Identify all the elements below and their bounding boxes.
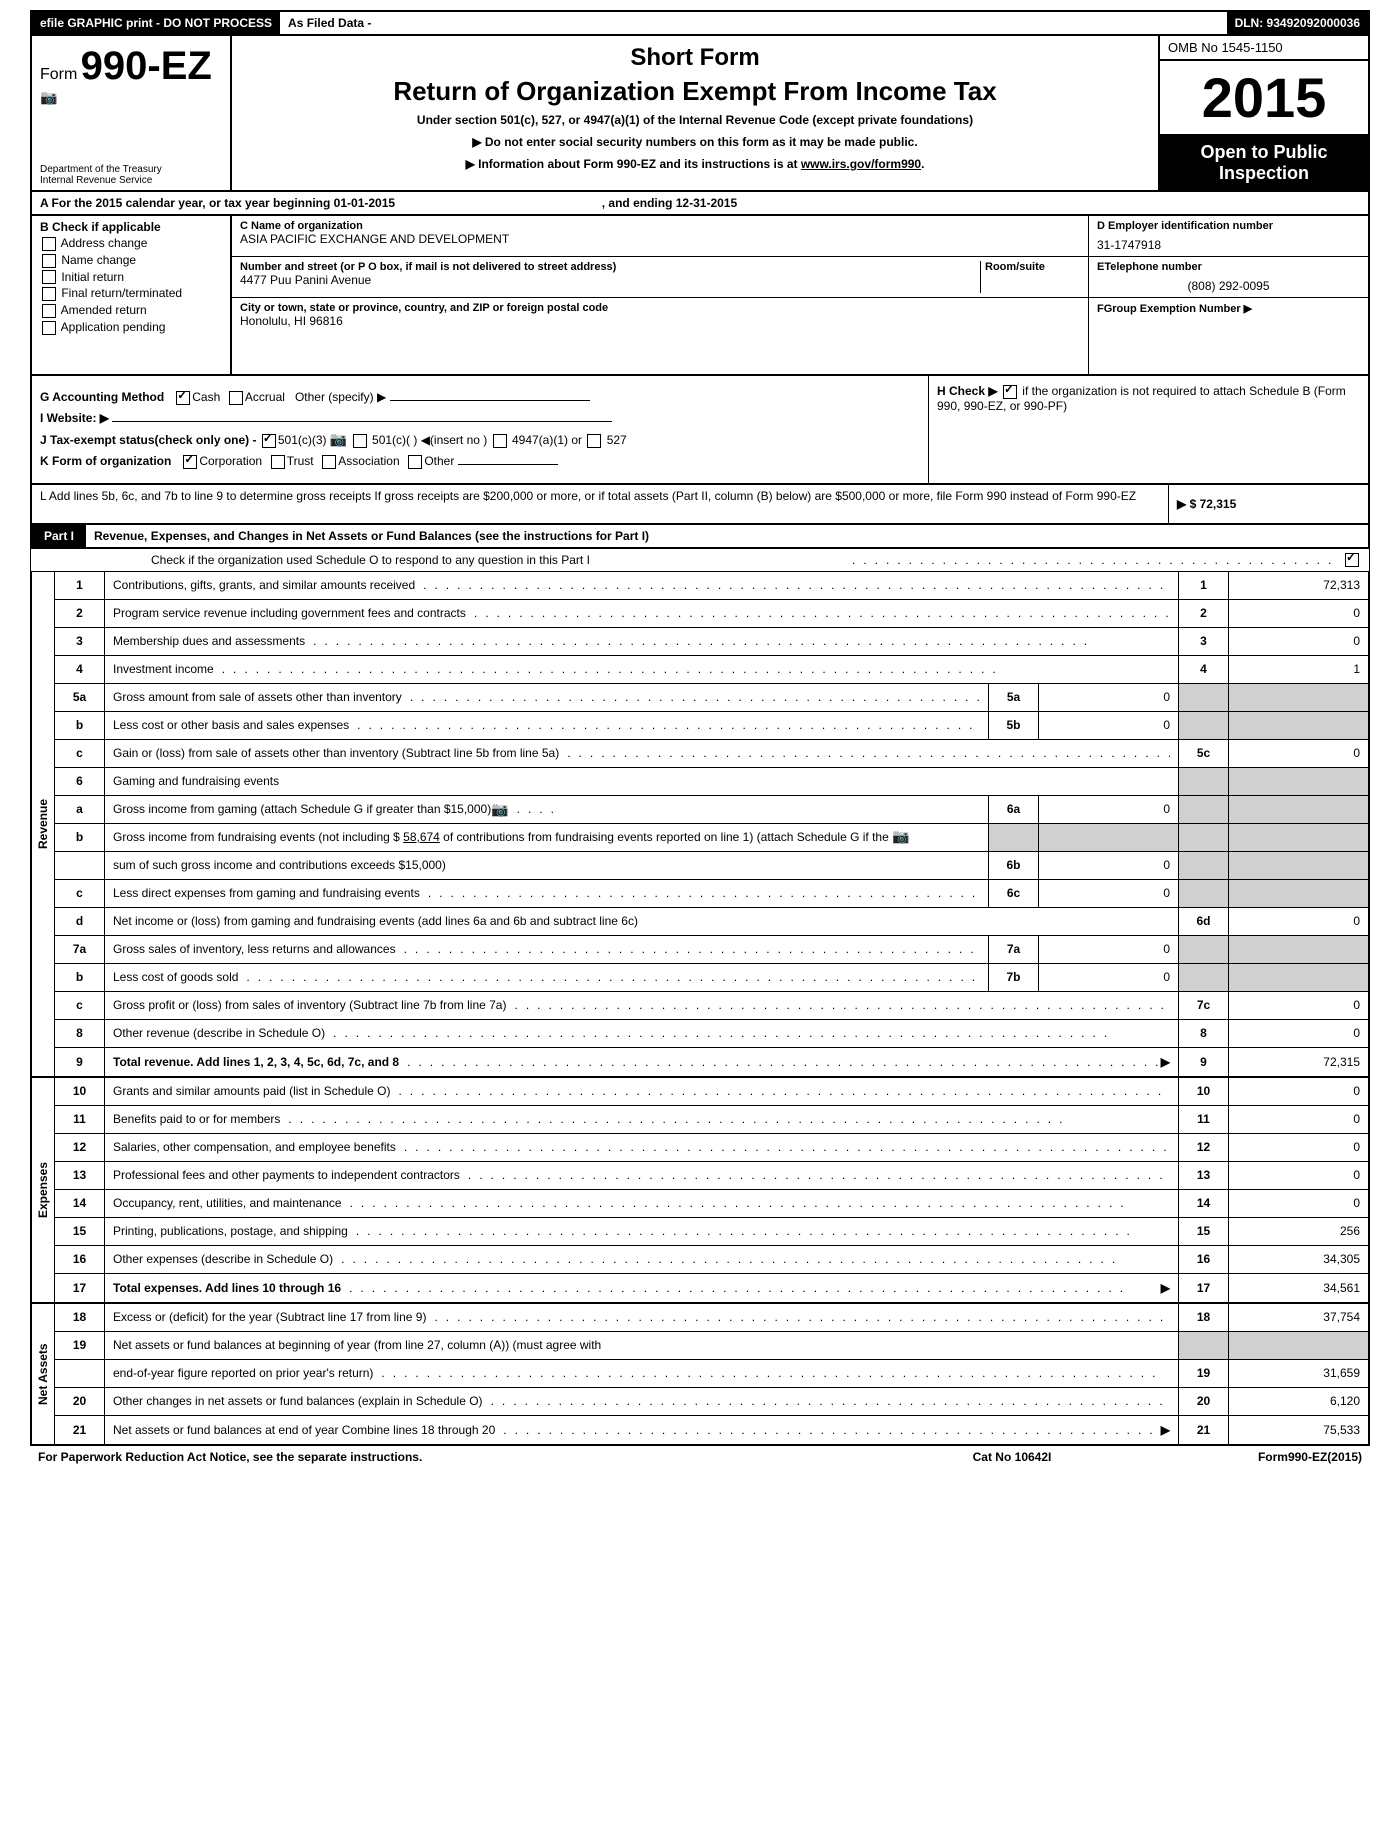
val-8: 0 [1228,1020,1368,1047]
val-2: 0 [1228,600,1368,627]
gross-receipts: ▶ $ 72,315 [1168,485,1368,523]
revenue-section: Revenue 1Contributions, gifts, grants, a… [30,572,1370,1078]
chk-4947[interactable] [493,434,507,448]
val-17: 34,561 [1228,1274,1368,1302]
val-6b: 0 [1038,852,1178,879]
chk-initial[interactable]: Initial return [40,270,222,285]
topbar-as-filed: As Filed Data - [280,12,379,34]
chk-assoc[interactable] [322,455,336,469]
part-i-header: Part I Revenue, Expenses, and Changes in… [30,525,1370,549]
val-10: 0 [1228,1078,1368,1105]
line-i: I Website: ▶ [40,411,920,425]
chk-accrual[interactable] [229,391,243,405]
val-1: 72,313 [1228,572,1368,599]
chk-amended[interactable]: Amended return [40,303,222,318]
val-18: 37,754 [1228,1304,1368,1331]
val-7a: 0 [1038,936,1178,963]
org-name: ASIA PACIFIC EXCHANGE AND DEVELOPMENT [240,232,1080,246]
val-7c: 0 [1228,992,1368,1019]
form-page: efile GRAPHIC print - DO NOT PROCESS As … [0,0,1400,1478]
line-j: J Tax-exempt status(check only one) - 50… [40,431,920,448]
omb-number: OMB No 1545-1150 [1160,36,1368,61]
val-21: 75,533 [1228,1416,1368,1444]
city: Honolulu, HI 96816 [240,314,1080,328]
other-specify[interactable] [390,400,590,401]
val-6a: 0 [1038,796,1178,823]
chk-schedule-b[interactable] [1003,385,1017,399]
chk-name[interactable]: Name change [40,253,222,268]
val-5a: 0 [1038,684,1178,711]
form-title-box: Form 990-EZ 📷 Department of the Treasury… [32,36,232,190]
val-16: 34,305 [1228,1246,1368,1273]
chk-trust[interactable] [271,455,285,469]
val-7b: 0 [1038,964,1178,991]
chk-501c[interactable] [353,434,367,448]
info-notice: ▶ Information about Form 990-EZ and its … [244,157,1146,171]
chk-address[interactable]: Address change [40,236,222,251]
header-right: OMB No 1545-1150 2015 Open to Public Ins… [1158,36,1368,190]
chk-corp[interactable] [183,455,197,469]
ssn-notice: ▶ Do not enter social security numbers o… [244,135,1146,149]
val-9: 72,315 [1228,1048,1368,1076]
chk-501c3[interactable] [262,434,276,448]
check-o: Check if the organization used Schedule … [30,549,1370,572]
line-g: G Accounting Method Cash Accrual Other (… [40,390,920,405]
chk-schedule-o[interactable] [1345,553,1359,567]
netassets-section: Net Assets 18Excess or (deficit) for the… [30,1304,1370,1446]
row-l: L Add lines 5b, 6c, and 7b to line 9 to … [30,485,1370,525]
val-5c: 0 [1228,740,1368,767]
chk-kother[interactable] [408,455,422,469]
inspection-label: Open to Public Inspection [1160,136,1368,190]
section-ghi: G Accounting Method Cash Accrual Other (… [30,376,1370,485]
val-6c: 0 [1038,880,1178,907]
ein: 31-1747918 [1097,232,1360,252]
val-15: 256 [1228,1218,1368,1245]
expenses-section: Expenses 10Grants and similar amounts pa… [30,1078,1370,1304]
val-3: 0 [1228,628,1368,655]
val-4: 1 [1228,656,1368,683]
short-form-title: Short Form [244,44,1146,72]
section-bcd: B Check if applicable Address change Nam… [30,216,1370,376]
col-b: B Check if applicable Address change Nam… [32,216,232,374]
form-label: Form [40,66,77,83]
val-19: 31,659 [1228,1360,1368,1387]
val-6d: 0 [1228,908,1368,935]
header-center: Short Form Return of Organization Exempt… [232,36,1158,190]
return-title: Return of Organization Exempt From Incom… [244,76,1146,107]
topbar-dln: DLN: 93492092000036 [1227,12,1368,34]
phone: (808) 292-0095 [1097,273,1360,293]
camera-icon: 📷 [40,89,57,105]
form-number: 990-EZ [81,44,212,88]
tax-year: 2015 [1160,61,1368,136]
chk-pending[interactable]: Application pending [40,320,222,335]
section-h: H Check ▶ if the organization is not req… [928,376,1368,483]
val-14: 0 [1228,1190,1368,1217]
chk-final[interactable]: Final return/terminated [40,286,222,301]
chk-527[interactable] [587,434,601,448]
topbar-print-notice: efile GRAPHIC print - DO NOT PROCESS [32,12,280,34]
val-11: 0 [1228,1106,1368,1133]
val-12: 0 [1228,1134,1368,1161]
line-k: K Form of organization Corporation Trust… [40,454,920,469]
topbar: efile GRAPHIC print - DO NOT PROCESS As … [30,10,1370,36]
footer: For Paperwork Reduction Act Notice, see … [30,1446,1370,1468]
dept-text: Department of the Treasury Internal Reve… [40,164,162,186]
col-cd: C Name of organization ASIA PACIFIC EXCH… [232,216,1368,374]
chk-cash[interactable] [176,391,190,405]
val-5b: 0 [1038,712,1178,739]
val-20: 6,120 [1228,1388,1368,1415]
website-field[interactable] [112,421,612,422]
under-section: Under section 501(c), 527, or 4947(a)(1)… [244,113,1146,127]
header: Form 990-EZ 📷 Department of the Treasury… [30,36,1370,192]
street: 4477 Puu Panini Avenue [240,273,980,287]
row-a: A For the 2015 calendar year, or tax yea… [30,192,1370,216]
val-13: 0 [1228,1162,1368,1189]
